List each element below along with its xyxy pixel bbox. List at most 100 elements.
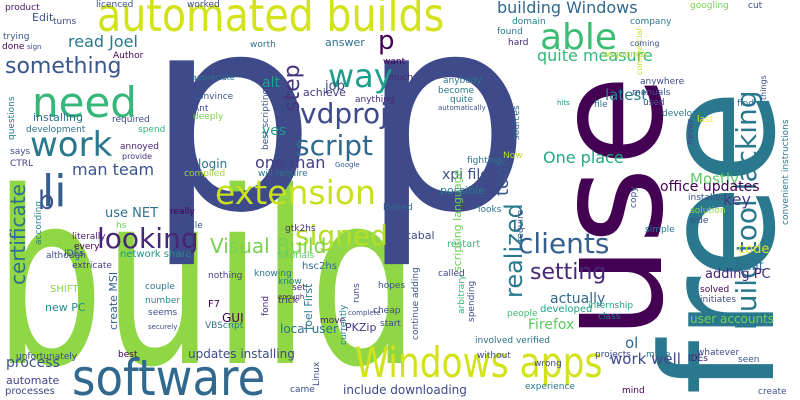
cloud-word: alt bbox=[262, 75, 280, 91]
cloud-word: cut bbox=[748, 1, 763, 11]
cloud-word: step bbox=[280, 64, 305, 112]
cloud-word: Edit bbox=[32, 11, 54, 24]
cloud-word: arbitrary bbox=[457, 274, 467, 314]
cloud-word: Google bbox=[335, 161, 360, 169]
cloud-word: VBScript bbox=[205, 321, 244, 331]
cloud-word: developed bbox=[540, 304, 593, 315]
cloud-word: sign bbox=[27, 43, 42, 51]
cloud-word: One place bbox=[543, 148, 624, 167]
cloud-word: p bbox=[378, 26, 395, 56]
cloud-word: Ant bbox=[193, 104, 209, 114]
cloud-word: fighting bbox=[467, 156, 502, 166]
cloud-word: questions bbox=[7, 96, 17, 140]
cloud-word: create MSI bbox=[107, 271, 120, 330]
cloud-word: coming bbox=[630, 39, 660, 48]
cloud-word: best scripting bbox=[261, 88, 271, 150]
cloud-word: built bbox=[735, 259, 764, 274]
cloud-word: trying bbox=[3, 32, 30, 42]
cloud-word: according bbox=[34, 200, 44, 245]
cloud-word: office updates bbox=[660, 179, 760, 195]
cloud-word: annoyed bbox=[120, 142, 160, 152]
cloud-word: processes bbox=[5, 386, 55, 397]
cloud-word: clients bbox=[518, 227, 610, 260]
cloud-word: involved verified bbox=[475, 336, 550, 346]
cloud-word: projects bbox=[595, 350, 631, 360]
cloud-word: come bbox=[670, 367, 695, 377]
cloud-word: spend bbox=[138, 125, 166, 135]
cloud-word: looks bbox=[478, 205, 502, 215]
cloud-word: compiled bbox=[184, 169, 226, 179]
cloud-word: process bbox=[6, 355, 60, 371]
cloud-word: complete bbox=[348, 309, 381, 317]
cloud-word: automated builds bbox=[97, 0, 445, 42]
cloud-word: man team bbox=[72, 160, 155, 179]
cloud-word: done bbox=[2, 42, 25, 52]
cloud-word: network share bbox=[120, 249, 192, 260]
cloud-word: Author bbox=[113, 51, 144, 61]
cloud-word: something bbox=[5, 54, 122, 79]
cloud-word: called bbox=[438, 269, 465, 279]
cloud-word: appreciate bbox=[192, 73, 235, 82]
cloud-word: convince bbox=[193, 92, 234, 102]
cloud-word: extension bbox=[215, 173, 376, 212]
cloud-word: develop bbox=[662, 109, 698, 119]
cloud-word: simple bbox=[645, 225, 675, 235]
cloud-word: xpi file bbox=[442, 167, 489, 183]
cloud-word: script bbox=[295, 129, 374, 162]
cloud-word: quite measure bbox=[537, 46, 653, 65]
cloud-word: used bbox=[643, 98, 665, 108]
cloud-word: possible bbox=[440, 184, 486, 197]
cloud-word: need bbox=[32, 78, 137, 127]
cloud-word: never bbox=[686, 119, 696, 145]
cloud-word: job bbox=[325, 79, 345, 94]
cloud-word: much bbox=[388, 73, 414, 83]
cloud-word: mind bbox=[622, 386, 645, 396]
cloud-word: side bbox=[690, 216, 709, 226]
cloud-word: Windows apps bbox=[355, 338, 603, 387]
cloud-word: continue adding bbox=[411, 267, 421, 340]
cloud-word: p bbox=[145, 0, 317, 272]
cloud-word: currently bbox=[339, 304, 349, 345]
cloud-word: solution bbox=[690, 206, 726, 216]
cloud-word: automatically bbox=[438, 104, 486, 112]
cloud-word: PKZip bbox=[345, 321, 377, 334]
cloud-word: file bbox=[594, 100, 608, 110]
cloud-word: deeply bbox=[193, 112, 224, 122]
cloud-word: certificate bbox=[6, 184, 30, 285]
cloud-word: Linux bbox=[312, 361, 322, 386]
cloud-word: came bbox=[290, 385, 315, 395]
cloud-word: domain bbox=[512, 17, 546, 27]
cloud-word: new PC bbox=[45, 301, 86, 314]
cloud-word: although bbox=[46, 251, 86, 261]
cloud-word: become bbox=[438, 86, 475, 96]
cloud-word: extricate bbox=[72, 261, 112, 271]
cloud-word: worked bbox=[187, 0, 220, 10]
cloud-word: people bbox=[507, 309, 538, 319]
cloud-word: achieve bbox=[303, 86, 346, 99]
cloud-word: Now bbox=[503, 151, 523, 161]
cloud-word: Mostly bbox=[690, 170, 739, 188]
cloud-word: Firefox bbox=[528, 317, 575, 333]
cloud-word: b bbox=[38, 186, 55, 216]
cloud-word: worth bbox=[250, 40, 276, 50]
cloud-word: home bbox=[452, 62, 478, 72]
cloud-word: Visual Build bbox=[210, 234, 327, 258]
cloud-word: seems bbox=[148, 308, 178, 318]
cloud-word: really bbox=[170, 207, 195, 217]
cloud-word: create bbox=[758, 387, 787, 397]
cloud-word: include downloading bbox=[343, 383, 467, 397]
cloud-word: IDEs bbox=[64, 249, 84, 259]
cloud-word: require bbox=[516, 210, 526, 242]
cloud-word: hits bbox=[557, 99, 570, 107]
cloud-word: trick bbox=[278, 296, 298, 306]
cloud-word: IDEs bbox=[688, 354, 708, 364]
cloud-word: development bbox=[26, 125, 86, 135]
cloud-word: every bbox=[74, 242, 100, 252]
cloud-word: middle bbox=[172, 221, 203, 231]
cloud-word: licenced bbox=[96, 0, 134, 10]
cloud-word: read Joel bbox=[68, 32, 138, 51]
cloud-word: company bbox=[630, 17, 672, 27]
cloud-word: solved bbox=[700, 285, 730, 295]
cloud-word: quite bbox=[450, 95, 473, 105]
cloud-word: found bbox=[497, 27, 523, 37]
